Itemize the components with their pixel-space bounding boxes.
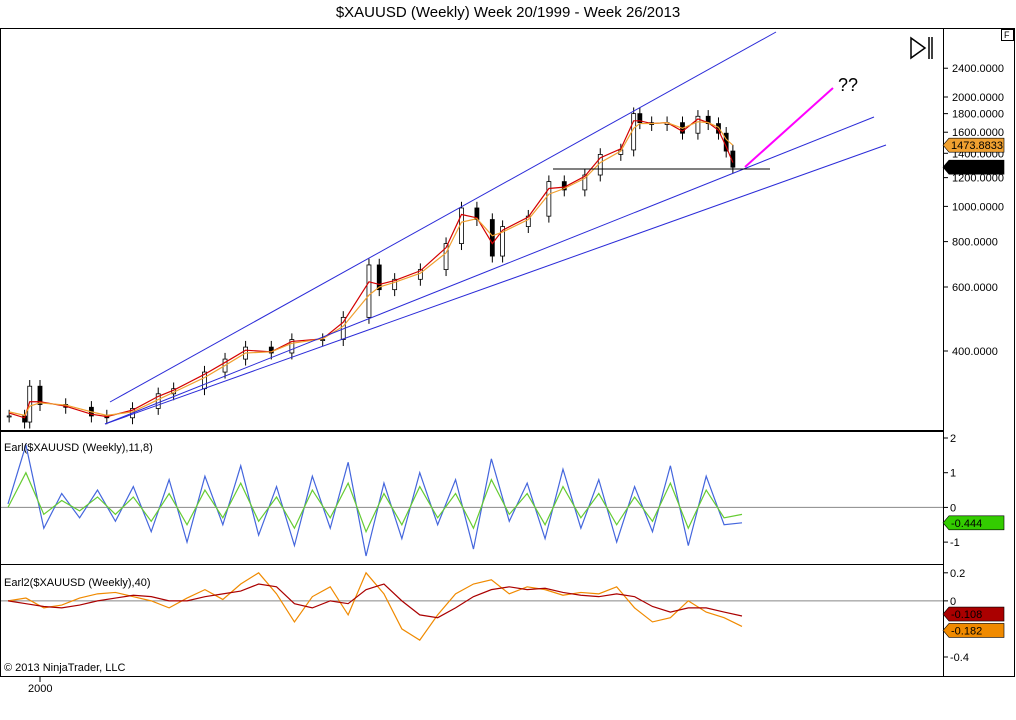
earl-indicator-label: Earl($XAUUSD (Weekly),11,8)	[4, 442, 153, 454]
price-candle	[320, 339, 326, 341]
earl-series	[1, 442, 943, 557]
price-panel-frame	[0, 28, 944, 431]
channel-lower-line	[104, 144, 887, 425]
price-candle	[376, 264, 382, 291]
last-value-text: -0.182	[951, 625, 982, 637]
last-value-tag	[942, 606, 1005, 622]
last-value-tag	[942, 159, 1005, 175]
indicator-tick-label: 0	[950, 502, 956, 514]
price-candle	[705, 115, 711, 124]
price-candle	[6, 415, 12, 418]
earl-axis: 2 1 0 -1	[943, 433, 960, 549]
last-value-tag	[942, 137, 1005, 153]
price-series	[6, 107, 736, 429]
earl2-indicator-label: Earl2($XAUUSD (Weekly),40)	[4, 577, 151, 589]
price-axis: 2400.00002000.00001800.00001600.00001400…	[943, 63, 1004, 358]
price-candle	[443, 243, 449, 270]
f-button-label: F	[1004, 30, 1010, 40]
last-value-tag	[942, 515, 1005, 531]
copyright-text: © 2013 NinjaTrader, LLC	[4, 662, 125, 674]
price-tick-label: 1000.0000	[952, 201, 1004, 213]
price-tick-label: 1200.0000	[952, 173, 1004, 185]
indicator-tick-label: -1	[950, 537, 960, 549]
price-tick-label: 800.0000	[952, 237, 998, 249]
f-button[interactable]	[1001, 29, 1014, 41]
chart-title: $XAUUSD (Weekly) Week 20/1999 - Week 26/…	[335, 4, 681, 21]
price-tick-label: 600.0000	[952, 282, 998, 294]
indicator-slow-line	[7, 583, 743, 619]
channel-middle-line	[104, 116, 875, 425]
play-icon[interactable]	[910, 36, 933, 60]
price-candle	[489, 219, 495, 257]
right-axis-frame	[943, 28, 1015, 677]
price-tick-label: 2000.0000	[952, 92, 1004, 104]
price-tick-label: 400.0000	[952, 346, 998, 358]
indicator-tick-label: 1	[950, 468, 956, 480]
last-value-text: 1282.0500	[951, 162, 1003, 174]
price-candle	[37, 385, 43, 405]
last-value-text: -0.108	[951, 609, 982, 621]
price-candle	[695, 115, 701, 134]
price-candle	[27, 385, 33, 423]
indicator-fast-line	[7, 442, 743, 557]
x-tick-label: 2000	[28, 683, 52, 695]
price-tick-label: 1600.0000	[952, 127, 1004, 139]
last-value-text: -0.444	[951, 518, 982, 530]
price-candle	[723, 132, 729, 152]
price-candle	[500, 226, 506, 257]
price-candle	[582, 174, 588, 191]
price-candle	[366, 264, 372, 318]
price-candle	[546, 181, 552, 217]
projection-line	[744, 87, 834, 168]
last-value-labels: 1473.8833 1282.0500 -0.444 -0.108 -0.182	[942, 137, 1005, 638]
last-value-text: 1473.8833	[951, 140, 1003, 152]
indicator-tick-label: 0.2	[950, 568, 965, 580]
channel-upper-line	[109, 31, 777, 403]
indicator-tick-label: 0	[950, 596, 956, 608]
indicator-tick-label: 2	[950, 433, 956, 445]
annotation-text: ??	[838, 75, 858, 95]
earl2-series	[1, 571, 943, 641]
indicator-tick-label: -0.4	[950, 652, 969, 664]
ma_slow-line	[9, 121, 734, 417]
price-candle	[289, 339, 295, 354]
price-candle	[392, 278, 398, 291]
price-tick-label: 2400.0000	[952, 63, 1004, 75]
indicator-slow-line	[7, 471, 743, 534]
price-tick-label: 1800.0000	[952, 109, 1004, 121]
last-value-tag	[942, 623, 1005, 638]
price-candle	[268, 346, 274, 354]
earl2-axis: 0.2 0 -0.4	[943, 568, 969, 664]
price-candle	[637, 113, 643, 124]
